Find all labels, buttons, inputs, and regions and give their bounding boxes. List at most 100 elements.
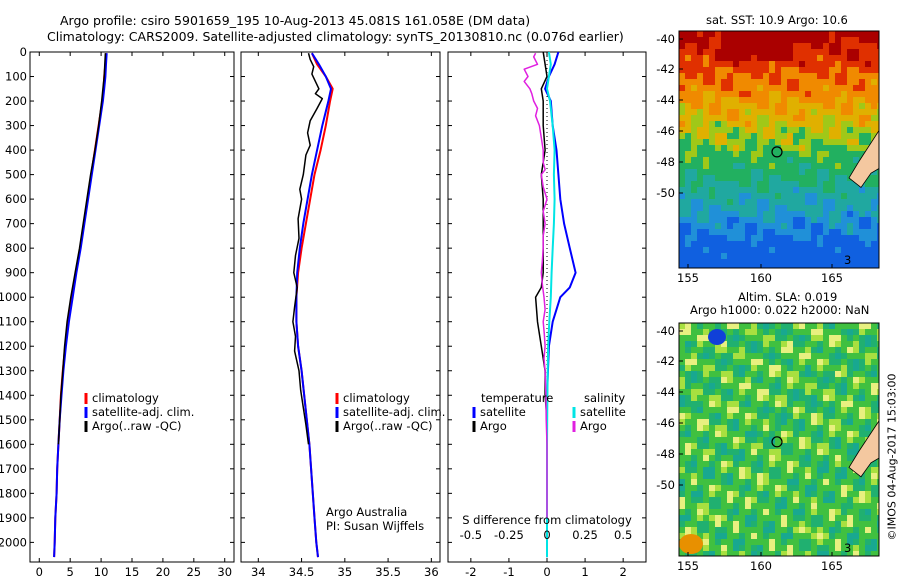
s-tick-label: -0.5: [460, 528, 482, 542]
y-tick-label: 300: [5, 119, 27, 133]
copyright-watermark: ©IMOS 04-Aug-2017 15:03:00: [885, 373, 899, 541]
s-tick-label: 0: [543, 528, 550, 542]
x-tick-label: 0: [36, 565, 43, 579]
map-top-title: sat. SST: 10.9 Argo: 10.6: [706, 13, 848, 27]
map-lat-label: -48: [656, 155, 675, 169]
y-tick-label: 700: [5, 217, 27, 231]
y-tick-label: 100: [5, 70, 27, 84]
map-lat-label: -42: [656, 354, 675, 368]
y-tick-label: 1500: [0, 413, 27, 427]
x-tick-label: 20: [156, 565, 171, 579]
credit-annotation: PI: Susan Wijffels: [326, 519, 424, 533]
x-tick-label: 0: [543, 565, 550, 579]
legend-label: climatology: [343, 391, 410, 405]
sla-map-frame: [678, 322, 880, 557]
legend-label: Argo(..raw -QC): [343, 419, 433, 433]
legend-label: Argo(..raw -QC): [92, 419, 182, 433]
argo-float-marker: [771, 146, 783, 158]
series-line: [57, 53, 107, 445]
plot-frame-2: [240, 51, 441, 563]
y-tick-label: 2000: [0, 535, 27, 549]
figure-title-line2: Climatology: CARS2009. Satellite-adjuste…: [47, 29, 624, 44]
legend-label: climatology: [92, 391, 159, 405]
x-tick-label: 5: [67, 565, 74, 579]
map-lat-label: -40: [656, 324, 675, 338]
figure-title-line1: Argo profile: csiro 5901659_195 10-Aug-2…: [60, 13, 531, 28]
argo-float-marker: [771, 436, 783, 448]
x-tick-label: -2: [465, 565, 476, 579]
island-marker: 3: [844, 541, 851, 555]
map-lon-label: 165: [821, 271, 843, 285]
x-tick-label: 34: [251, 565, 266, 579]
sla-low-blob: [708, 329, 726, 345]
map-lat-label: -48: [656, 447, 675, 461]
x-tick-label: 30: [217, 565, 232, 579]
legend-label: satellite-adj. clim.: [92, 405, 194, 419]
map-lat-label: -50: [656, 186, 675, 200]
map-lat-label: -50: [656, 478, 675, 492]
x-tick-label: -1: [503, 565, 514, 579]
map-lat-label: -46: [656, 124, 675, 138]
map-lon-label: 160: [750, 559, 772, 573]
x-tick-label: 35: [338, 565, 353, 579]
legend-label: satellite: [580, 405, 626, 419]
map-bottom-title-line2: Argo h1000: 0.022 h2000: NaN: [690, 303, 870, 317]
legend-header: salinity: [584, 391, 625, 405]
series-line: [53, 53, 108, 558]
map-lat-label: -46: [656, 416, 675, 430]
y-tick-label: 1900: [0, 511, 27, 525]
map-lat-label: -42: [656, 62, 675, 76]
y-tick-label: 1300: [0, 364, 27, 378]
y-tick-label: 1100: [0, 315, 27, 329]
s-tick-label: 0.5: [614, 528, 632, 542]
y-tick-label: 1200: [0, 339, 27, 353]
map-lon-label: 160: [750, 271, 772, 285]
sst-map: [679, 31, 879, 268]
map-lon-label: 155: [677, 559, 699, 573]
y-tick-label: 800: [5, 241, 27, 255]
legend-label: satellite: [480, 405, 526, 419]
legend-label: satellite-adj. clim.: [343, 405, 445, 419]
series-line: [523, 52, 548, 518]
series-line: [546, 51, 556, 558]
x-tick-label: 35.5: [375, 565, 401, 579]
credit-annotation: Argo Australia: [326, 505, 407, 519]
legend-label: Argo: [580, 419, 607, 433]
sla-high-blob: [679, 534, 703, 554]
y-tick-label: 1400: [0, 388, 27, 402]
y-tick-label: 1000: [0, 290, 27, 304]
map-lat-label: -44: [656, 93, 675, 107]
island-marker: 3: [844, 253, 851, 267]
sla-map: [679, 323, 879, 556]
map-lat-label: -40: [656, 32, 675, 46]
y-tick-label: 600: [5, 192, 27, 206]
x-tick-label: 10: [94, 565, 109, 579]
plot-frame-1: [29, 51, 235, 563]
map-bottom-title-line1: Altim. SLA: 0.019: [738, 290, 838, 304]
y-tick-label: 200: [5, 94, 27, 108]
legend-label: Argo: [480, 419, 507, 433]
y-tick-label: 1800: [0, 486, 27, 500]
series-line: [292, 53, 324, 445]
x-tick-label: 34.5: [289, 565, 315, 579]
y-tick-label: 0: [20, 45, 27, 59]
x-tick-label: 25: [186, 565, 201, 579]
x-tick-label: 36: [424, 565, 439, 579]
y-tick-label: 900: [5, 266, 27, 280]
map-lon-label: 165: [821, 559, 843, 573]
x-tick-label: 2: [619, 565, 626, 579]
sst-map-frame: [678, 30, 880, 269]
map-lon-label: 155: [677, 271, 699, 285]
legend-header: temperature: [481, 391, 553, 405]
y-tick-label: 400: [5, 143, 27, 157]
y-tick-label: 500: [5, 168, 27, 182]
y-tick-label: 1700: [0, 462, 27, 476]
s-tick-label: 0.25: [572, 528, 598, 542]
map-lat-label: -44: [656, 385, 675, 399]
y-tick-label: 1600: [0, 437, 27, 451]
s-tick-label: -0.25: [494, 528, 524, 542]
x-tick-label: 15: [125, 565, 140, 579]
x-tick-label: 1: [581, 565, 588, 579]
top-axis-label: S difference from climatology: [462, 513, 632, 527]
